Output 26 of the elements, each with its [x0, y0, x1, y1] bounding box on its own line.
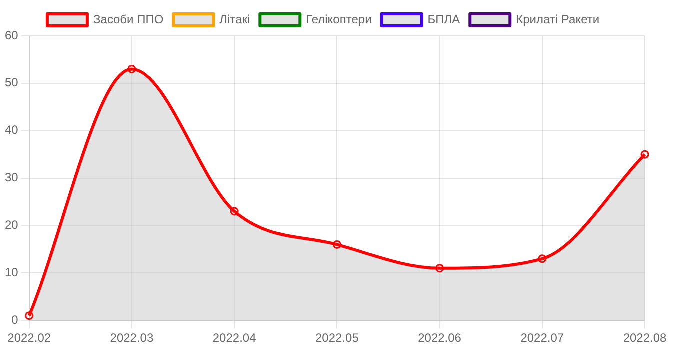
x-tick-label: 2022.03: [110, 331, 154, 346]
point: [332, 240, 342, 249]
point: [230, 207, 239, 216]
legend-label: БПЛА: [428, 12, 460, 26]
x-tick-label: 2022.05: [315, 331, 360, 346]
y-tick-label: 20: [4, 218, 19, 232]
y-tick-label: 0: [12, 312, 19, 327]
x-tick-label: 2022.02: [8, 331, 52, 346]
legend-label: Літакі: [220, 12, 250, 26]
point: [538, 254, 547, 264]
y-tick-label: 40: [4, 123, 19, 138]
y-tick-label: 50: [4, 76, 19, 90]
x-tick-label: 2022.04: [212, 331, 257, 346]
y-tick-label: 60: [4, 28, 19, 42]
point: [640, 150, 650, 159]
x-tick-label: 2022.06: [418, 331, 462, 346]
legend-label: Крилаті Ракети: [516, 12, 600, 26]
point: [128, 64, 136, 74]
x-tick-label: 2022.08: [623, 331, 668, 346]
x-tick-label: 2022.07: [520, 331, 564, 346]
point: [25, 312, 34, 320]
legend-label: Засоби ППО: [93, 12, 164, 26]
point: [436, 264, 444, 273]
legend-label: Гелікоптери: [306, 12, 372, 26]
y-tick-label: 10: [4, 265, 19, 280]
y-tick-label: 30: [4, 170, 19, 185]
